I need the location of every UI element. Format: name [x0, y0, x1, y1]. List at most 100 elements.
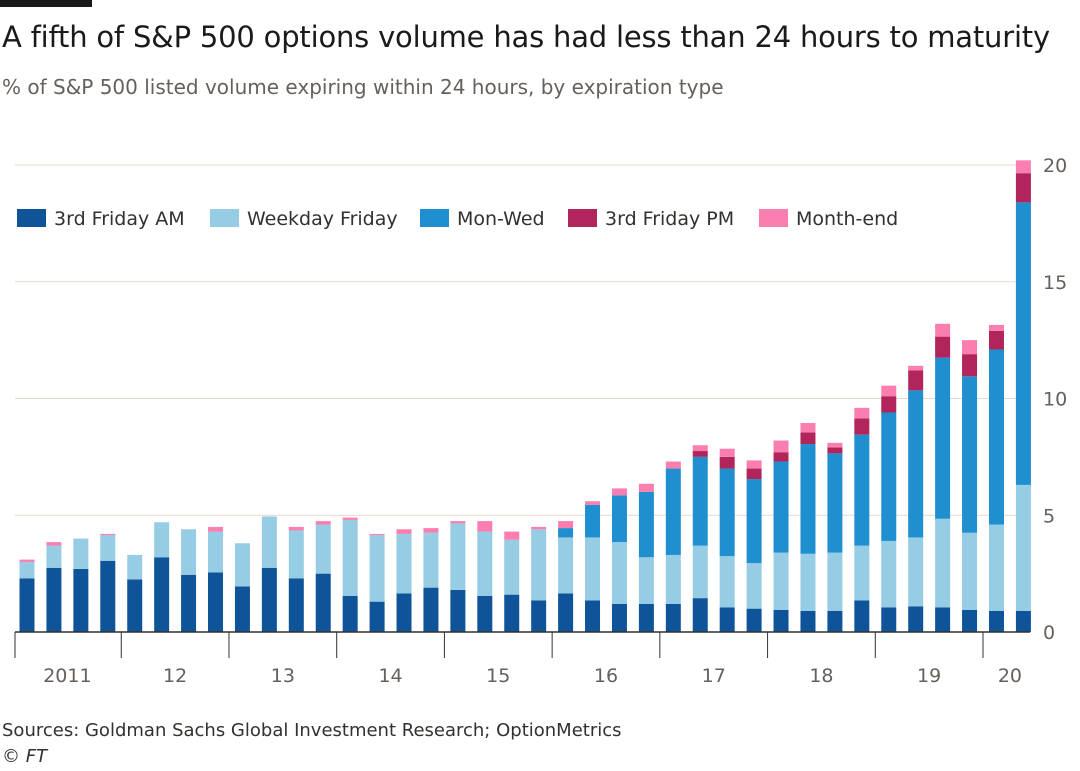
- bars: [19, 160, 1031, 632]
- bar-segment: [611, 603, 627, 632]
- bar-segment: [315, 521, 331, 525]
- bar-segment: [908, 390, 924, 538]
- x-tick-label: 20: [998, 665, 1022, 687]
- bar-segment: [719, 448, 735, 457]
- bar-segment: [46, 567, 62, 632]
- bar-segment: [585, 504, 601, 538]
- bar-segment: [342, 595, 358, 632]
- bar-segment: [746, 460, 762, 469]
- bar-segment: [46, 542, 62, 546]
- legend-item: Mon-Wed: [420, 208, 545, 230]
- bar-segment: [827, 552, 843, 611]
- bar-segment: [315, 573, 331, 632]
- bar-segment: [854, 434, 870, 546]
- bar-segment: [665, 603, 681, 632]
- bar-segment: [1015, 173, 1031, 203]
- bar-segment: [908, 537, 924, 607]
- bar-segment: [935, 607, 951, 632]
- bar-segment: [369, 535, 385, 602]
- bar-segment: [800, 444, 816, 554]
- y-tick-label: 10: [1043, 389, 1067, 411]
- bar-segment: [369, 601, 385, 632]
- bar-segment: [342, 519, 358, 596]
- bar-segment: [100, 535, 116, 561]
- bar-segment: [450, 589, 466, 632]
- bar-segment: [746, 608, 762, 632]
- bar-segment: [962, 376, 978, 533]
- bar-segment: [504, 539, 520, 595]
- bar-segment: [369, 533, 385, 536]
- bar-segment: [988, 330, 1004, 350]
- bar-segment: [531, 600, 547, 632]
- y-tick-label: 5: [1043, 505, 1055, 527]
- bar-segment: [988, 610, 1004, 632]
- bar-segment: [800, 432, 816, 445]
- bar-segment: [423, 587, 439, 632]
- bar-segment: [935, 518, 951, 608]
- bar-segment: [342, 517, 358, 520]
- bar-segment: [234, 586, 250, 632]
- bar-segment: [288, 530, 304, 579]
- bar-segment: [988, 349, 1004, 525]
- bar-segment: [854, 407, 870, 419]
- bar-segment: [181, 529, 197, 575]
- bar-segment: [800, 610, 816, 632]
- bar-segment: [585, 501, 601, 505]
- x-tick-label: 15: [486, 665, 510, 687]
- bar-segment: [558, 593, 574, 632]
- bar-segment: [288, 526, 304, 531]
- legend-swatch: [17, 209, 46, 227]
- bar-segment: [477, 521, 493, 532]
- bar-segment: [585, 600, 601, 632]
- bar-segment: [827, 453, 843, 553]
- bar-segment: [773, 609, 789, 632]
- bar-segment: [288, 578, 304, 632]
- bar-segment: [773, 461, 789, 553]
- bar-segment: [881, 396, 897, 413]
- legend-item: Month-end: [759, 208, 898, 230]
- bar-segment: [477, 531, 493, 596]
- bar-segment: [396, 533, 412, 594]
- legend-swatch: [210, 209, 239, 227]
- bar-segment: [127, 554, 143, 580]
- bar-segment: [854, 418, 870, 435]
- bar-segment: [908, 365, 924, 371]
- bar-segment: [962, 609, 978, 632]
- bar-segment: [315, 524, 331, 574]
- legend-label: Month-end: [796, 208, 898, 230]
- x-tick-label: 16: [594, 665, 618, 687]
- y-tick-label: 15: [1043, 272, 1067, 294]
- bar-segment: [504, 531, 520, 540]
- bar-segment: [396, 593, 412, 632]
- legend-label: Weekday Friday: [247, 208, 398, 230]
- bar-segment: [854, 600, 870, 632]
- bar-segment: [692, 456, 708, 546]
- bar-segment: [746, 479, 762, 564]
- bar-segment: [638, 557, 654, 604]
- x-tick-label: 13: [271, 665, 295, 687]
- bar-segment: [773, 452, 789, 462]
- bar-segment: [611, 495, 627, 543]
- bar-segment: [881, 540, 897, 608]
- x-tick-label: 19: [917, 665, 941, 687]
- bar-segment: [208, 526, 224, 532]
- bar-segment: [477, 595, 493, 632]
- legend: 3rd Friday AM Weekday Friday Mon-Wed 3rd Fr…: [17, 208, 898, 230]
- bar-segment: [531, 529, 547, 601]
- legend-label: Mon-Wed: [457, 208, 545, 230]
- bar-segment: [908, 370, 924, 391]
- bar-segment: [73, 538, 89, 569]
- bar-segment: [73, 568, 89, 632]
- bar-segment: [531, 526, 547, 530]
- bar-segment: [638, 491, 654, 558]
- bar-segment: [935, 323, 951, 337]
- bar-segment: [19, 578, 35, 632]
- bar-segment: [692, 545, 708, 599]
- bar-segment: [154, 557, 170, 632]
- brand-bar: [0, 0, 92, 7]
- source-note: Sources: Goldman Sachs Global Investment…: [2, 720, 622, 741]
- x-tick-label: 12: [163, 665, 187, 687]
- bar-segment: [800, 423, 816, 433]
- legend-item: 3rd Friday PM: [568, 208, 734, 230]
- bar-segment: [261, 516, 277, 568]
